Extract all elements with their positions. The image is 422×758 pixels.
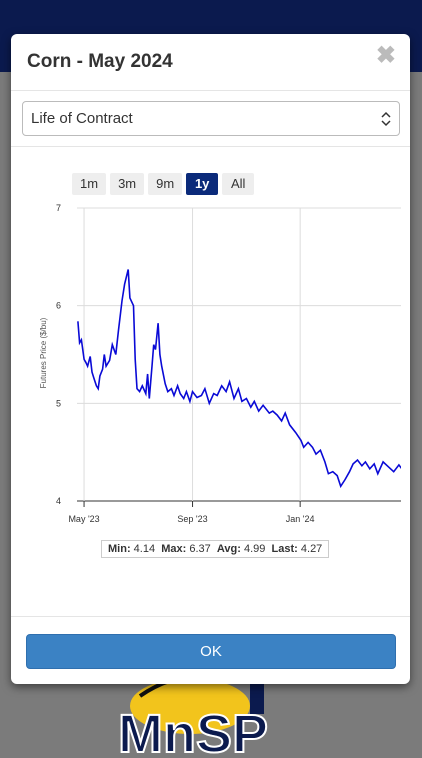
stat-last-label: Last: xyxy=(271,543,298,555)
y-tick-label: 7 xyxy=(56,203,61,213)
price-chart: 4 5 6 7 May '23 Sep '23 Jan '24 Futures Price… xyxy=(39,203,401,524)
stat-max-value: 6.37 xyxy=(189,543,211,555)
y-tick-label: 5 xyxy=(56,398,61,408)
stat-max-label: Max: xyxy=(161,543,187,555)
range-button-1y[interactable]: 1y xyxy=(186,173,219,195)
ok-button[interactable]: OK xyxy=(26,634,396,669)
stat-last-value: 4.27 xyxy=(300,543,323,555)
x-tick-label: Sep '23 xyxy=(177,514,207,524)
range-selector: 1m 3m 9m 1y All xyxy=(72,173,255,195)
y-tick-label: 4 xyxy=(56,496,61,506)
stat-avg-value: 4.99 xyxy=(244,543,266,555)
close-icon[interactable]: ✖ xyxy=(375,42,396,69)
range-button-1m[interactable]: 1m xyxy=(72,173,107,195)
price-series-line xyxy=(77,269,401,489)
chart-modal: Corn - May 2024 ✖ Life of Contract 1m 3m… xyxy=(11,34,410,684)
modal-title: Corn - May 2024 xyxy=(27,51,173,72)
x-tick-label: Jan '24 xyxy=(286,514,315,524)
range-button-9m[interactable]: 9m xyxy=(148,173,183,195)
modal-footer-divider xyxy=(11,616,410,617)
y-axis-label: Futures Price ($/bu) xyxy=(39,317,48,388)
contract-range-select[interactable]: Life of Contract xyxy=(22,101,400,136)
up-down-chevron-icon xyxy=(381,111,391,127)
x-tick-label: May '23 xyxy=(68,514,99,524)
stat-avg-label: Avg: xyxy=(216,543,241,555)
range-button-all[interactable]: All xyxy=(222,173,255,195)
divider xyxy=(11,146,410,147)
price-stats: Min: 4.14 Max: 6.37 Avg: 4.99 Last: 4.27 xyxy=(101,540,330,558)
stat-min-label: Min: xyxy=(108,543,131,555)
y-tick-label: 6 xyxy=(56,301,61,311)
modal-header: Corn - May 2024 ✖ xyxy=(11,34,410,91)
select-value: Life of Contract xyxy=(31,110,133,127)
range-button-3m[interactable]: 3m xyxy=(110,173,145,195)
stat-min-value: 4.14 xyxy=(133,543,156,555)
svg-text:MnSP: MnSP xyxy=(118,704,268,758)
